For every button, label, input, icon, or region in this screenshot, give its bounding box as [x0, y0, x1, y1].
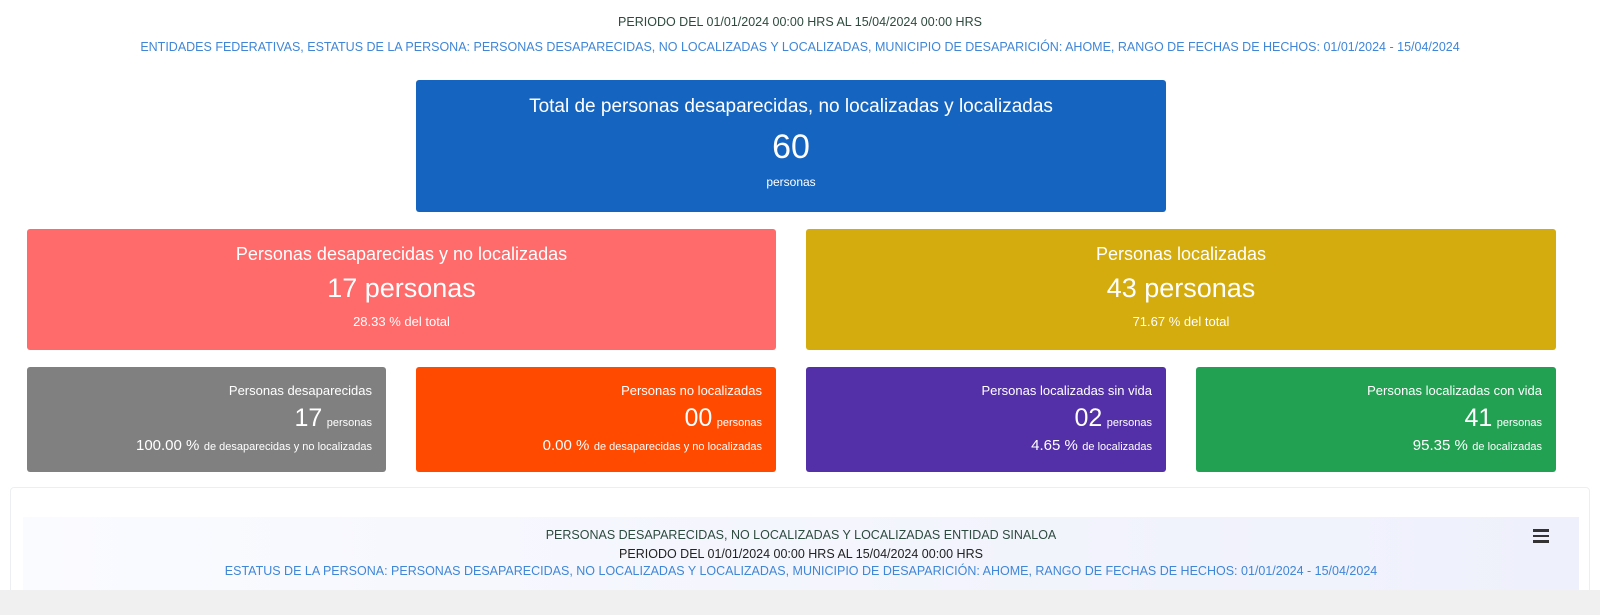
- detail-card: Personas localizadas sin vida 02 personas…: [806, 367, 1166, 472]
- card-note: de desaparecidas y no localizadas: [203, 441, 372, 453]
- period: PERIODO DEL 01/01/2024 00:00 HRS AL 15/0…: [618, 15, 982, 29]
- card-value: 60: [772, 128, 810, 166]
- card-unit: personas: [766, 175, 816, 189]
- card-unit: personas: [326, 417, 372, 429]
- card-note: de desaparecidas y no localizadas: [593, 441, 762, 453]
- card-value: 43 personas: [1106, 273, 1256, 303]
- card-title: Personas no localizadas: [621, 383, 762, 398]
- footer-strip: [0, 590, 1600, 615]
- total-card: Total de personas desaparecidas, no loca…: [416, 80, 1166, 212]
- chart-period: PERIODO DEL 01/01/2024 00:00 HRS AL 15/0…: [619, 547, 983, 561]
- card-value: 41: [1464, 404, 1493, 432]
- card-note: del total: [404, 314, 450, 329]
- card-value: 17: [294, 404, 323, 432]
- card-note: del total: [1183, 314, 1230, 329]
- chart-title: PERSONAS DESAPARECIDAS, NO LOCALIZADAS Y…: [545, 528, 1057, 542]
- card-percent: 4.65 %: [1031, 437, 1078, 454]
- card-title: Personas desaparecidas: [228, 383, 372, 398]
- chart-panel: PERSONAS DESAPARECIDAS, NO LOCALIZADAS Y…: [10, 487, 1590, 597]
- card-value: 17 personas: [327, 273, 476, 303]
- card-percent: 71.67 %: [1132, 314, 1181, 329]
- card-percent: 0.00 %: [542, 437, 590, 454]
- card-percent: 100.00 %: [135, 437, 200, 454]
- card-unit: personas: [1106, 417, 1152, 429]
- card-value: 02: [1074, 404, 1103, 432]
- card-unit: personas: [716, 417, 762, 429]
- chart-header: [23, 517, 1579, 597]
- card-note: de localizadas: [1472, 441, 1542, 453]
- card-percent: 95.35 %: [1412, 437, 1468, 454]
- card-value: 00: [684, 404, 713, 432]
- detail-card: Personas no localizadas 00 personas 0.00 %…: [416, 367, 776, 472]
- card-title: Personas localizadas con vida: [1367, 383, 1542, 398]
- card-title: Total de personas desaparecidas, no loca…: [529, 96, 1053, 117]
- card-title: Personas desaparecidas y no localizadas: [235, 244, 568, 264]
- detail-card: Personas localizadas con vida 41 personas…: [1196, 367, 1556, 472]
- detail-card: Personas desaparecidas 17 personas 100.00 …: [27, 367, 386, 472]
- menu-button[interactable]: [1533, 529, 1549, 546]
- summary-card: Personas desaparecidas y no localizadas …: [27, 229, 776, 350]
- card-title: Personas localizadas: [1095, 244, 1267, 264]
- card-unit: personas: [1496, 417, 1542, 429]
- card-percent: 28.33 %: [353, 314, 401, 329]
- chart-filters: ESTATUS DE LA PERSONA: PERSONAS DESAPARE…: [224, 564, 1378, 578]
- filters: ENTIDADES FEDERATIVAS, ESTATUS DE LA PER…: [140, 40, 1460, 54]
- summary-card: Personas localizadas 43 personas 71.67 %…: [806, 229, 1556, 350]
- card-title: Personas localizadas sin vida: [981, 383, 1152, 398]
- card-note: de localizadas: [1082, 441, 1152, 453]
